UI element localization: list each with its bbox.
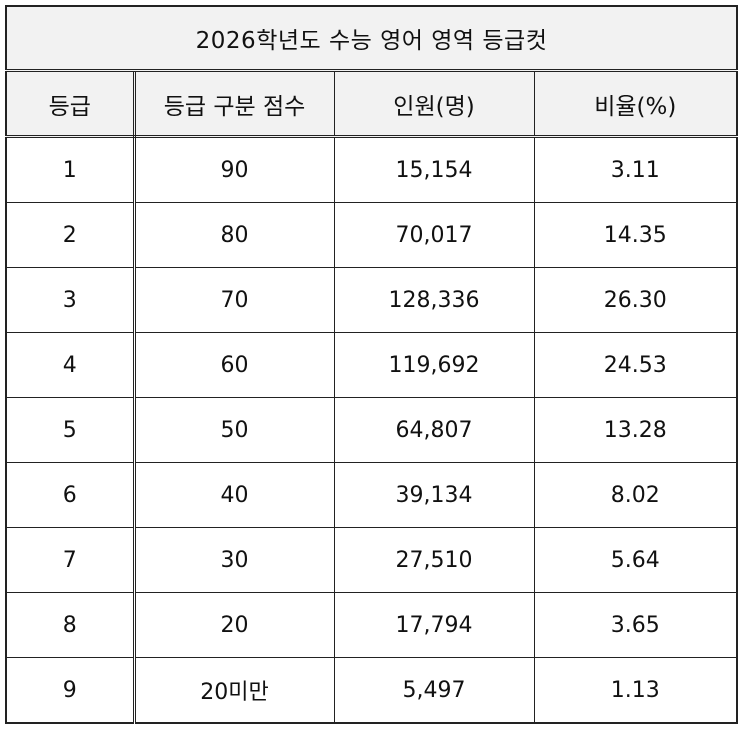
- cell-count: 15,154: [334, 136, 535, 203]
- table-header-row: 등급 등급 구분 점수 인원(명) 비율(%): [6, 70, 738, 138]
- table-row: 7 30 27,510 5.64: [6, 527, 738, 593]
- table-row: 9 20미만 5,497 1.13: [6, 657, 737, 723]
- cell-cut-score: 20미만: [134, 657, 335, 723]
- cell-grade: 7: [6, 527, 136, 593]
- cell-cut-score: 60: [134, 332, 335, 398]
- cell-cut-score: 90: [134, 136, 335, 203]
- cell-cut-score: 70: [134, 267, 335, 333]
- header-count: 인원(명): [334, 70, 535, 138]
- table-title: 2026학년도 수능 영어 영역 등급컷: [6, 6, 738, 72]
- cell-ratio: 24.53: [534, 332, 738, 398]
- cell-grade: 8: [6, 592, 136, 658]
- cell-grade: 3: [6, 267, 136, 333]
- cell-count: 64,807: [334, 397, 535, 463]
- table-row: 5 50 64,807 13.28: [6, 397, 738, 463]
- table-row: 4 60 119,692 24.53: [6, 332, 738, 398]
- table-row: 6 40 39,134 8.02: [6, 462, 738, 528]
- table-title-row: 2026학년도 수능 영어 영역 등급컷: [6, 6, 738, 72]
- cell-cut-score: 40: [134, 462, 335, 528]
- cell-cut-score: 30: [134, 527, 335, 593]
- cell-count: 17,794: [334, 592, 535, 658]
- cell-ratio: 8.02: [534, 462, 738, 528]
- header-ratio: 비율(%): [534, 70, 738, 138]
- cell-ratio: 3.11: [534, 136, 738, 203]
- cell-grade: 9: [6, 657, 136, 723]
- cell-count: 70,017: [334, 202, 535, 268]
- cell-cut-score: 80: [134, 202, 335, 268]
- cell-ratio: 13.28: [534, 397, 738, 463]
- cell-count: 39,134: [334, 462, 535, 528]
- cell-ratio: 26.30: [534, 267, 738, 333]
- cell-grade: 4: [6, 332, 136, 398]
- cell-grade: 6: [6, 462, 136, 528]
- header-cut-score: 등급 구분 점수: [134, 70, 335, 138]
- cell-count: 119,692: [334, 332, 535, 398]
- cell-count: 128,336: [334, 267, 535, 333]
- header-grade: 등급: [6, 70, 136, 138]
- grade-cut-table: 2026학년도 수능 영어 영역 등급컷 등급 등급 구분 점수 인원(명) 비…: [5, 5, 739, 724]
- table-row: 1 90 15,154 3.11: [6, 136, 738, 203]
- cell-grade: 1: [6, 136, 136, 203]
- cell-ratio: 14.35: [534, 202, 738, 268]
- table-row: 3 70 128,336 26.30: [6, 267, 738, 333]
- cell-cut-score: 20: [134, 592, 335, 658]
- table-row: 8 20 17,794 3.65: [6, 592, 738, 658]
- cell-cut-score: 50: [134, 397, 335, 463]
- cell-ratio: 3.65: [534, 592, 738, 658]
- cell-ratio: 1.13: [610, 677, 660, 703]
- cell-ratio: 5.64: [534, 527, 738, 593]
- cell-grade: 5: [6, 397, 136, 463]
- table-row: 2 80 70,017 14.35: [6, 202, 738, 268]
- cell-count: 5,497: [334, 657, 535, 723]
- cell-count: 27,510: [334, 527, 535, 593]
- cell-grade: 2: [6, 202, 136, 268]
